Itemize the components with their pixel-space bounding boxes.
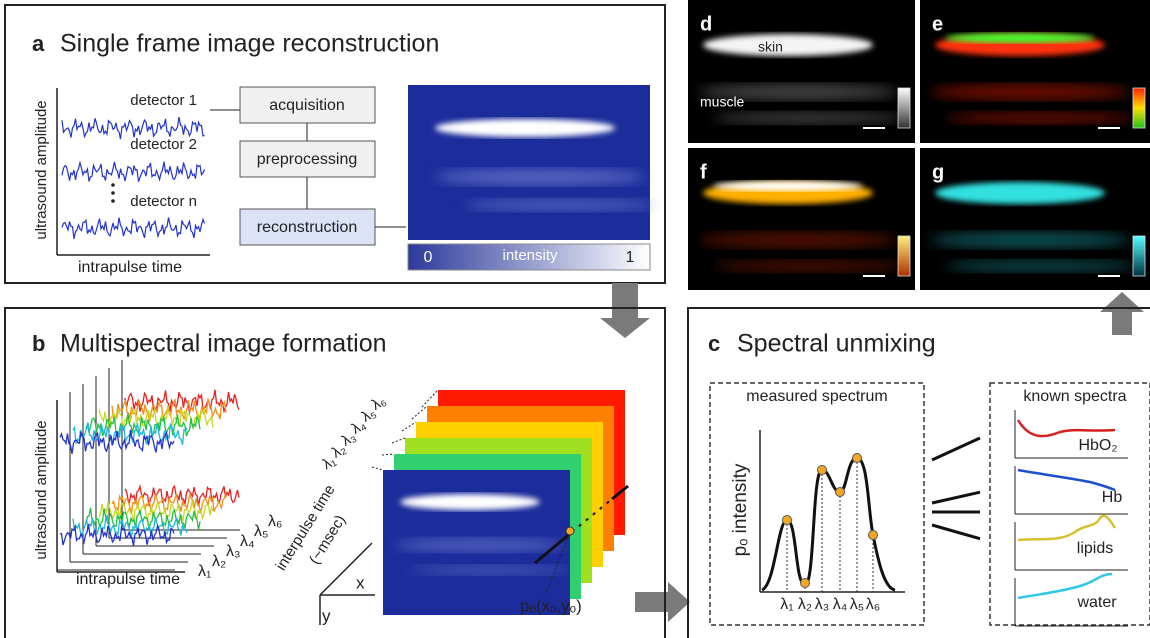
panel-letter: a — [32, 31, 45, 56]
pixel-label: pₒ(xₒ,yₒ) — [520, 596, 582, 615]
wavelength-label: λ₆ — [866, 596, 880, 613]
image-stripe — [945, 260, 1135, 272]
axis-label: y — [322, 606, 331, 625]
spectrum-dot — [801, 579, 810, 588]
step-label: preprocessing — [257, 151, 358, 168]
image-stripe — [930, 84, 1130, 100]
unmix-arrow — [932, 525, 980, 539]
panel-title: Multispectral image formation — [60, 330, 387, 358]
spectrum-curve — [762, 458, 895, 590]
component-label: HbO₂ — [1078, 437, 1117, 454]
image-stripe — [435, 119, 615, 137]
tissue-label: muscle — [700, 94, 745, 110]
image-stripe — [935, 182, 1105, 204]
image-stripe — [945, 33, 1095, 43]
component-label: Hb — [1102, 489, 1123, 506]
wavelength-label: λ₁ — [198, 563, 211, 580]
image-stripe — [713, 260, 903, 272]
signal-wave — [62, 218, 205, 239]
image-stripe — [703, 34, 873, 56]
pixel-dot — [566, 527, 574, 535]
signal-wave — [60, 430, 174, 454]
axis-label: ultrasound amplitude — [33, 420, 50, 559]
panel-letter: f — [700, 161, 707, 183]
detector-label: detector n — [130, 193, 197, 210]
leader-line — [392, 438, 405, 443]
spectrum-dot — [783, 516, 792, 525]
image-stripe — [930, 232, 1130, 248]
spectrum-dot — [836, 488, 845, 497]
reference-spectrum — [1018, 470, 1115, 490]
axis-label: ultrasound amplitude — [33, 100, 50, 239]
wavelength-label: λ₄ — [240, 533, 255, 550]
image-colorbar — [1133, 236, 1145, 276]
image-stripe — [713, 181, 863, 191]
colorbar-label: 1 — [626, 249, 635, 266]
wavelength-label: λ₅ — [850, 596, 864, 613]
image-stripe — [410, 565, 570, 575]
step-label: acquisition — [269, 97, 345, 114]
image-stripe — [698, 232, 898, 248]
reference-spectrum — [1018, 420, 1115, 436]
component-label: water — [1076, 594, 1117, 611]
step-label: reconstruction — [257, 219, 358, 236]
figure: a Single frame image reconstruction ultras… — [0, 0, 1150, 638]
spectrum-dot — [869, 531, 878, 540]
wavelength-label: λ₃ — [226, 543, 241, 560]
panel-title: Spectral unmixing — [737, 330, 936, 358]
colorbar-label: intensity — [502, 247, 558, 264]
wavelength-label: λ₃ — [815, 596, 830, 613]
detector-label: detector 1 — [130, 92, 197, 109]
unmix-arrow — [932, 492, 980, 503]
tissue-label: skin — [758, 39, 783, 55]
image-colorbar — [898, 88, 910, 128]
colorbar-label: 0 — [424, 249, 433, 266]
image-stripe — [435, 169, 645, 185]
spectrum-dot — [818, 466, 827, 475]
image-colorbar — [1133, 88, 1145, 128]
image-stripe — [400, 494, 540, 510]
wavelength-label: λ₂ — [798, 596, 812, 613]
flow-arrow — [600, 283, 650, 338]
wavelength-label: λ₄ — [833, 596, 848, 613]
panel-letter: e — [932, 13, 943, 35]
wavelength-label: λ₁ — [780, 596, 793, 613]
axis-label: pₒ intensity — [730, 463, 751, 556]
image-stripe — [395, 538, 565, 552]
image-stripe — [945, 112, 1135, 124]
unmix-arrow — [932, 438, 980, 460]
detector-label: detector 2 — [130, 136, 197, 153]
reconstruction-image — [408, 85, 650, 240]
spectrum-dot — [853, 454, 862, 463]
component-label: lipids — [1077, 540, 1113, 557]
reference-spectrum — [1018, 516, 1115, 540]
wavelength-label: λ₅ — [254, 523, 268, 540]
ellipsis-dot — [111, 191, 115, 195]
axis-label: intrapulse time — [76, 571, 180, 588]
leader-line — [402, 422, 416, 431]
leader-line — [412, 406, 427, 419]
image-stripe — [465, 199, 655, 211]
axis-label: x — [356, 573, 365, 592]
image-colorbar — [898, 236, 910, 276]
ellipsis-dot — [111, 199, 115, 203]
image-stripe — [713, 112, 903, 124]
panel-letter: d — [700, 13, 712, 35]
signal-wave — [62, 162, 205, 182]
flow-arrow — [1100, 292, 1144, 335]
panel-letter: c — [708, 331, 720, 356]
leader-line — [422, 390, 438, 407]
ellipsis-dot — [111, 183, 115, 187]
panel-letter: b — [32, 331, 45, 356]
leader-line — [372, 467, 383, 470]
box-title: known spectra — [1023, 388, 1126, 405]
panel-letter: g — [932, 161, 944, 183]
wavelength-label: λ₂ — [212, 553, 226, 570]
leader-line — [382, 454, 394, 455]
axis-label: intrapulse time — [78, 259, 182, 276]
wavelength-label: λ₆ — [268, 513, 282, 530]
flow-arrow — [635, 582, 690, 622]
panel-title: Single frame image reconstruction — [60, 30, 439, 58]
box-title: measured spectrum — [746, 388, 887, 405]
